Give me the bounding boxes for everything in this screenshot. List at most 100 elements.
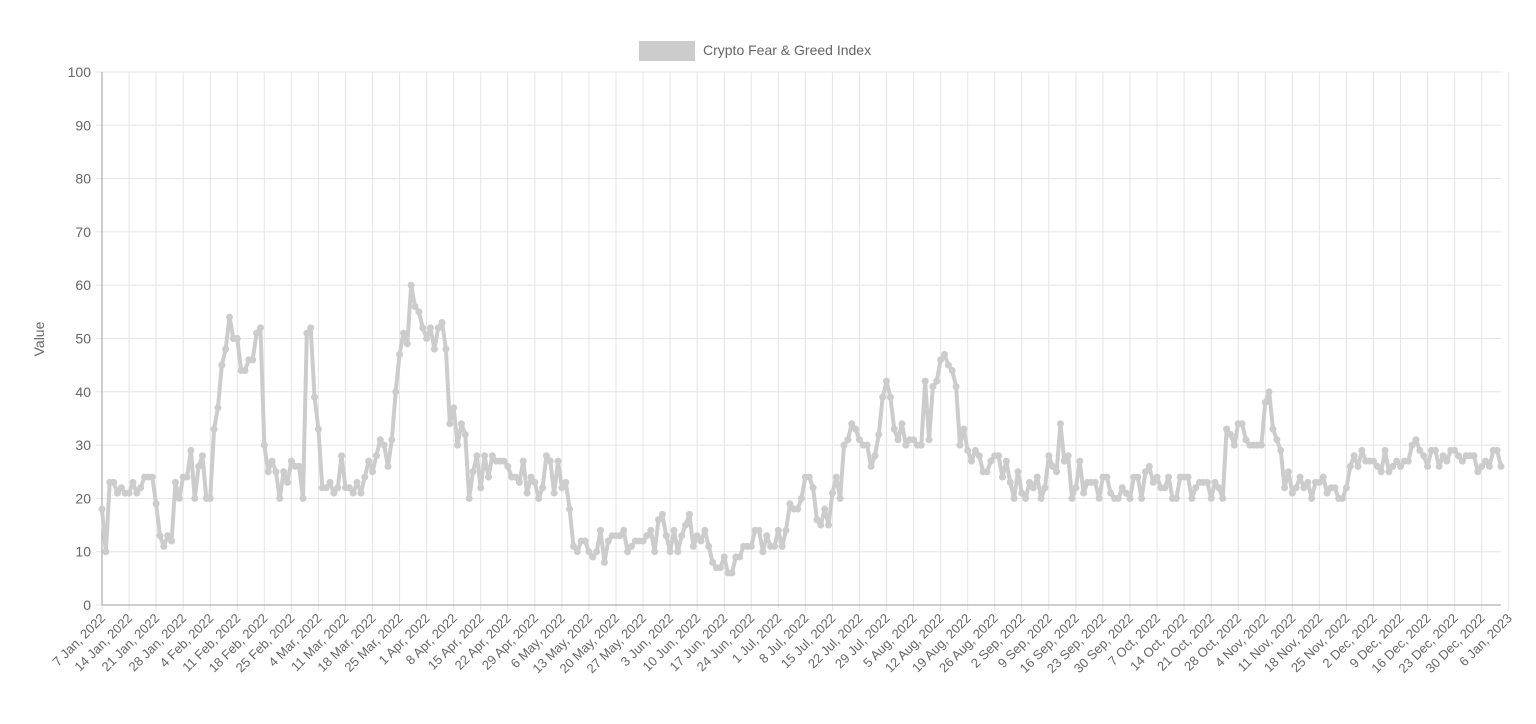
data-point	[1114, 494, 1122, 502]
data-point	[1076, 457, 1084, 465]
data-point	[1103, 473, 1111, 481]
data-point	[1134, 473, 1142, 481]
data-point	[484, 473, 492, 481]
data-point	[206, 494, 214, 502]
data-point	[569, 542, 577, 550]
data-point	[481, 452, 489, 460]
data-point	[403, 340, 411, 348]
data-point	[280, 468, 288, 476]
data-point	[113, 489, 121, 497]
data-point	[786, 500, 794, 508]
data-point	[457, 420, 465, 428]
y-tick-label: 100	[68, 64, 92, 80]
data-point	[968, 457, 976, 465]
data-point	[1068, 494, 1076, 502]
data-point	[1474, 468, 1482, 476]
data-point	[226, 313, 234, 321]
data-point	[102, 548, 110, 556]
data-point	[759, 548, 767, 556]
data-point	[1080, 489, 1088, 497]
data-point	[284, 478, 291, 486]
data-point	[1319, 473, 1327, 481]
data-point	[376, 436, 384, 444]
data-point	[550, 489, 558, 497]
data-point	[1439, 452, 1447, 460]
data-point	[1478, 462, 1486, 470]
data-point	[187, 446, 195, 454]
data-point	[1497, 462, 1505, 470]
data-point	[148, 473, 156, 481]
data-point	[890, 425, 898, 433]
data-point	[1141, 468, 1149, 476]
data-point	[1381, 446, 1389, 454]
series-layer	[98, 281, 1505, 577]
data-point	[971, 446, 979, 454]
data-point	[1219, 494, 1227, 502]
data-point	[210, 425, 218, 433]
data-point	[450, 404, 458, 412]
legend-swatch	[639, 41, 695, 61]
data-point	[1261, 398, 1269, 406]
data-point	[747, 542, 755, 550]
data-point	[944, 361, 952, 369]
legend[interactable]: Crypto Fear & Greed Index	[639, 41, 871, 61]
data-point	[1165, 473, 1173, 481]
data-point	[1308, 494, 1316, 502]
y-tick-label: 30	[75, 437, 91, 453]
data-point	[558, 484, 566, 492]
data-point	[805, 473, 813, 481]
data-point	[1284, 468, 1292, 476]
data-point	[1431, 446, 1439, 454]
data-point	[307, 324, 315, 332]
data-point	[921, 377, 929, 385]
data-point	[287, 457, 295, 465]
data-point	[1161, 484, 1169, 492]
data-point	[477, 484, 485, 492]
data-point	[1056, 420, 1064, 428]
data-point	[987, 457, 995, 465]
data-point	[855, 436, 863, 444]
data-point	[1435, 462, 1443, 470]
data-point	[1049, 462, 1057, 470]
y-tick-label: 90	[75, 117, 91, 133]
data-point	[600, 558, 608, 566]
data-point	[1354, 462, 1362, 470]
data-point	[253, 329, 261, 337]
data-point	[1010, 494, 1018, 502]
data-point	[195, 462, 203, 470]
data-point	[848, 420, 856, 428]
data-point	[461, 430, 469, 438]
data-point	[770, 542, 778, 550]
data-point	[937, 356, 945, 364]
data-point	[1091, 478, 1099, 486]
data-point	[925, 436, 933, 444]
data-point	[1369, 457, 1377, 465]
data-point	[1269, 425, 1277, 433]
data-point	[361, 473, 369, 481]
data-point	[488, 452, 496, 460]
data-point	[624, 548, 632, 556]
data-point	[1485, 462, 1493, 470]
data-point	[960, 425, 968, 433]
data-point	[430, 345, 438, 353]
data-point	[125, 489, 133, 497]
data-point	[1420, 452, 1428, 460]
data-point	[353, 478, 361, 486]
data-point	[689, 542, 697, 550]
data-point	[1493, 446, 1501, 454]
data-point	[1022, 494, 1030, 502]
data-point	[415, 308, 423, 316]
data-point	[1095, 494, 1103, 502]
data-point	[183, 473, 191, 481]
data-point	[670, 526, 678, 534]
data-point	[423, 335, 431, 342]
data-point	[260, 441, 268, 449]
y-tick-label: 80	[75, 171, 91, 187]
data-point	[774, 526, 782, 534]
data-point	[1265, 388, 1273, 396]
data-point	[454, 441, 462, 449]
data-point	[755, 526, 763, 534]
data-point	[338, 452, 346, 460]
